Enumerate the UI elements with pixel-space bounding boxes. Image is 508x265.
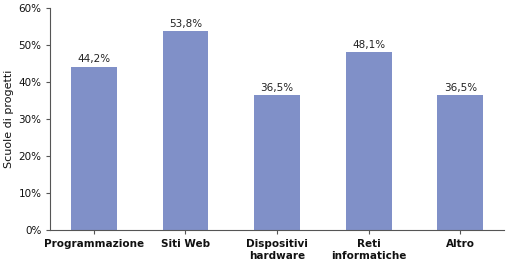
Bar [71,67,117,230]
Bar [254,95,300,230]
Text: 36,5%: 36,5% [444,82,477,92]
Bar [346,52,392,230]
Text: 36,5%: 36,5% [261,82,294,92]
Y-axis label: Scuole di progetti: Scuole di progetti [4,70,14,168]
Bar [163,31,208,230]
Text: 48,1%: 48,1% [352,39,385,50]
Text: 53,8%: 53,8% [169,19,202,29]
Text: 44,2%: 44,2% [77,54,110,64]
Bar [437,95,483,230]
